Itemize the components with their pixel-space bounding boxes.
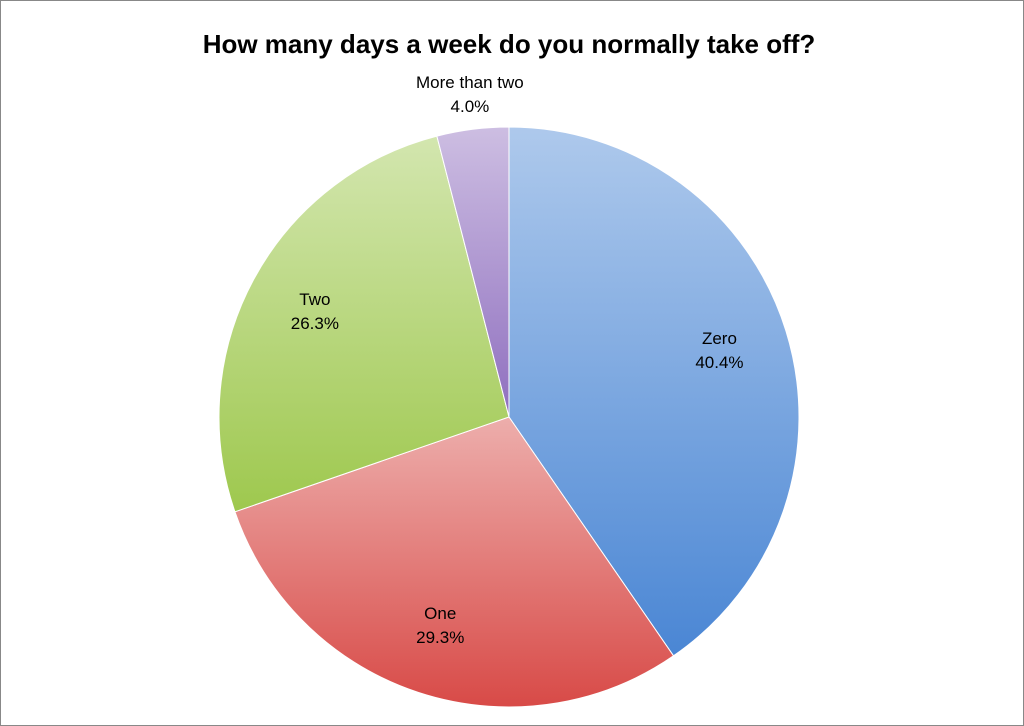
pie-slice xyxy=(234,416,675,708)
slice-category-label: More than two xyxy=(416,73,524,92)
pie-slice xyxy=(436,126,510,418)
slice-value-label: 4.0% xyxy=(451,97,490,116)
slice-category-label: Two xyxy=(299,290,330,309)
slice-value-label: 40.4% xyxy=(695,353,743,372)
chart-title: How many days a week do you normally tak… xyxy=(203,29,816,59)
slice-category-label: Zero xyxy=(702,329,737,348)
slice-value-label: 29.3% xyxy=(416,628,464,647)
slice-value-label: 26.3% xyxy=(291,314,339,333)
pie-slice xyxy=(508,126,800,657)
pie-slice xyxy=(218,135,510,513)
slice-category-label: One xyxy=(424,604,456,623)
